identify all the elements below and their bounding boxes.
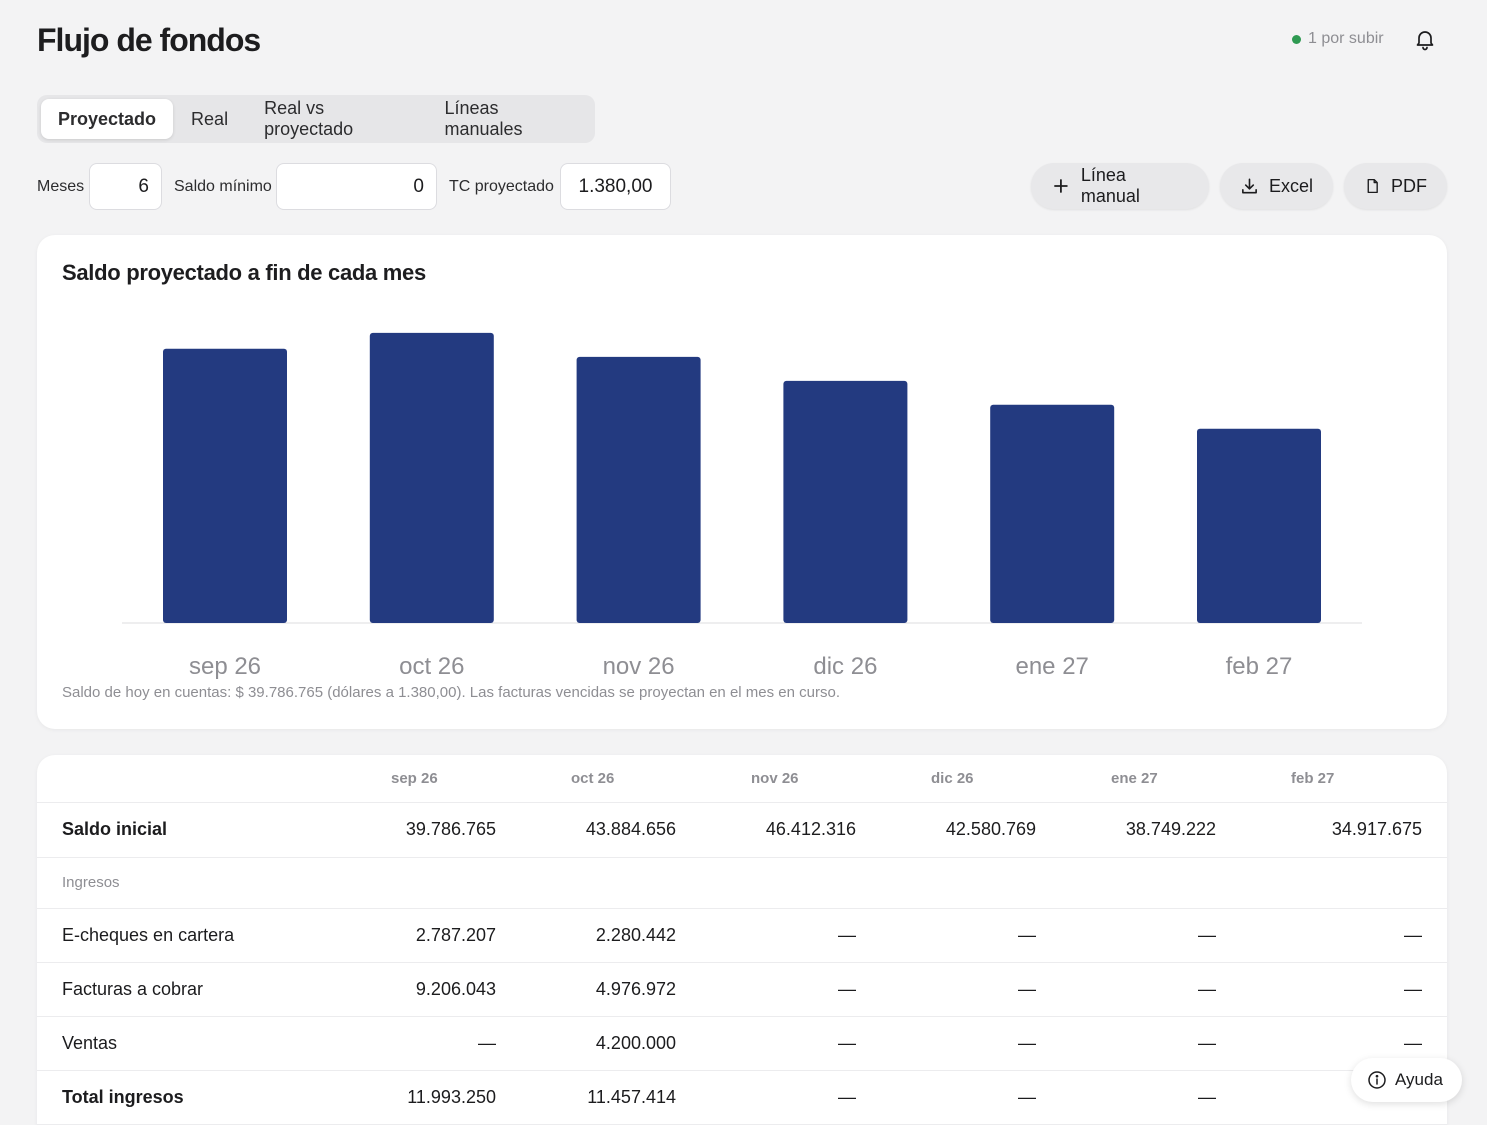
tab-real[interactable]: Real [191,108,229,129]
table-cell: 2.787.207 [341,908,521,963]
info-icon [1368,1071,1386,1089]
table-cell: — [1241,962,1447,1017]
view-tabs: Proyectado Real Real vs proyectado Línea… [37,95,595,143]
tab-lineas-manuales[interactable]: Líneas manuales [444,98,523,139]
table-cell: 43.884.656 [521,802,701,858]
chart-card: Saldo proyectado a fin de cada mes sep 2… [37,235,1447,729]
table-cell: — [1061,1016,1241,1071]
table-header-row: sep 26 oct 26 nov 26 dic 26 ene 27 feb 2… [37,755,1447,803]
tab-real-vs-proyectado[interactable]: Real vs proyectado [264,98,354,139]
column-header: ene 27 [1061,755,1241,803]
export-pdf-button[interactable]: PDF [1344,163,1447,209]
table-row: E-cheques en cartera 2.787.207 2.280.442… [37,908,1447,963]
table-cell: 42.580.769 [881,802,1061,858]
download-icon [1242,178,1257,194]
chart-bar-feb-27[interactable] [1197,428,1321,623]
table-cell: — [881,1070,1061,1125]
column-header: sep 26 [341,755,521,803]
table-cell: 9.206.043 [341,962,521,1017]
row-label: Ventas [37,1016,341,1071]
bell-icon[interactable] [1413,27,1437,51]
table-cell: 11.993.250 [341,1070,521,1125]
table-cell: 39.786.765 [341,802,521,858]
x-tick-label: dic 26 [813,653,877,680]
table-cell: — [701,908,881,963]
chart-bar-nov-26[interactable] [576,356,701,623]
cashflow-table-card: sep 26 oct 26 nov 26 dic 26 ene 27 feb 2… [37,755,1447,1125]
saldo-minimo-input[interactable] [276,163,437,210]
table-cell: 46.412.316 [701,802,881,858]
pending-upload-text: 1 por subir [1308,30,1384,47]
plus-icon [1054,179,1068,193]
chart-bar-dic-26[interactable] [783,380,908,623]
meses-label: Meses [37,178,85,195]
chart-bar-sep-26[interactable] [163,348,287,623]
table-cell: — [881,1016,1061,1071]
table-cell: — [1241,908,1447,963]
section-label: Ingresos [37,857,1447,909]
table-cell: 4.976.972 [521,962,701,1017]
table-row-total-ingresos: Total ingresos 11.993.250 11.457.414 — —… [37,1070,1447,1125]
chart-note: Saldo de hoy en cuentas: $ 39.786.765 (d… [62,684,840,701]
row-label: Saldo inicial [37,802,341,858]
document-icon [1367,178,1378,194]
table-cell: — [341,1016,521,1071]
table-cell: — [1061,962,1241,1017]
saldo-minimo-label: Saldo mínimo [174,178,272,195]
tc-proyectado-label: TC proyectado [449,178,554,195]
row-label: Total ingresos [37,1070,341,1125]
chart-bar-ene-27[interactable] [990,404,1115,623]
x-tick-label: nov 26 [603,653,675,680]
tab-proyectado[interactable]: Proyectado [41,99,174,139]
help-button[interactable]: Ayuda [1351,1058,1462,1102]
meses-input[interactable] [89,163,162,210]
status-dot-icon [1292,34,1301,44]
table-row: Ventas — 4.200.000 — — — — [37,1016,1447,1071]
table-cell: 11.457.414 [521,1070,701,1125]
linea-manual-label: Línea manual [1080,165,1140,206]
pending-upload-status[interactable]: 1 por subir [1292,30,1384,48]
table-cell: — [1061,908,1241,963]
chart-title: Saldo proyectado a fin de cada mes [62,260,426,285]
add-linea-manual-button[interactable]: Línea manual [1031,163,1209,209]
column-header: dic 26 [881,755,1061,803]
x-tick-label: oct 26 [399,653,464,680]
saldo-bar-chart: sep 26 oct 26 nov 26 dic 26 ene 27 feb 27 [122,332,1362,680]
column-header: feb 27 [1241,755,1447,803]
x-tick-label: feb 27 [1226,653,1293,680]
table-cell: 4.200.000 [521,1016,701,1071]
table-cell: 2.280.442 [521,908,701,963]
table-cell: — [701,1070,881,1125]
x-tick-label: ene 27 [1015,653,1088,680]
table-cell: 38.749.222 [1061,802,1241,858]
table-section-ingresos: Ingresos [37,857,1447,909]
column-header: nov 26 [701,755,881,803]
table-cell: 34.917.675 [1241,802,1447,858]
x-tick-label: sep 26 [189,653,261,680]
column-header [37,755,341,803]
column-header: oct 26 [521,755,701,803]
table-row: Facturas a cobrar 9.206.043 4.976.972 — … [37,962,1447,1017]
row-label: E-cheques en cartera [37,908,341,963]
table-row-saldo-inicial: Saldo inicial 39.786.765 43.884.656 46.4… [37,802,1447,858]
table-cell: — [701,1016,881,1071]
table-cell: — [881,962,1061,1017]
table-cell: — [881,908,1061,963]
cashflow-table: sep 26 oct 26 nov 26 dic 26 ene 27 feb 2… [37,755,1447,1125]
help-label: Ayuda [1395,1070,1443,1089]
tc-proyectado-input[interactable] [560,163,671,210]
export-excel-button[interactable]: Excel [1220,163,1333,209]
row-label: Facturas a cobrar [37,962,341,1017]
chart-bar-oct-26[interactable] [369,332,494,623]
pdf-label: PDF [1391,175,1427,196]
table-cell: — [701,962,881,1017]
excel-label: Excel [1268,175,1313,196]
table-cell: — [1061,1070,1241,1125]
page-title: Flujo de fondos [37,22,261,58]
